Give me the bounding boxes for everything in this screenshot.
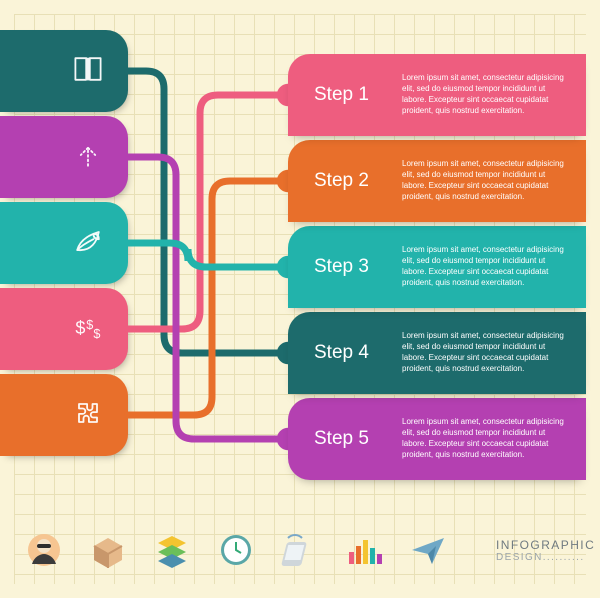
step-title: Step 1 [314,84,402,106]
left-node-5 [0,374,128,456]
step-body: Lorem ipsum sit amet, consectetur adipis… [402,417,564,460]
box-icon [88,528,128,572]
step-bar-2: Step 2Lorem ipsum sit amet, consectetur … [288,140,586,222]
avatar-icon [24,528,64,572]
left-node-1 [0,30,128,112]
footer: INFOGRAPHICDESIGN.......... [14,508,586,584]
brand-title: INFOGRAPHIC [496,538,595,552]
step-title: Step 2 [314,170,402,192]
step-title: Step 3 [314,256,402,278]
step-body: Lorem ipsum sit amet, consectetur adipis… [402,159,564,202]
book-icon [70,51,106,92]
arrow-icon [70,137,106,178]
step-bar-3: Step 3Lorem ipsum sit amet, consectetur … [288,226,586,308]
step-body: Lorem ipsum sit amet, consectetur adipis… [402,331,564,374]
left-node-3 [0,202,128,284]
step-body: Lorem ipsum sit amet, consectetur adipis… [402,73,564,116]
dollar-icon: $$$ [70,309,106,350]
svg-text:$: $ [93,326,100,340]
puzzle-icon [70,395,106,436]
plane-icon [408,528,448,572]
step-body: Lorem ipsum sit amet, consectetur adipis… [402,245,564,288]
bars-icon [344,528,384,572]
infographic-canvas: $$$Step 1Lorem ipsum sit amet, consectet… [0,0,600,598]
step-title: Step 4 [314,342,402,364]
step-bar-1: Step 1Lorem ipsum sit amet, consectetur … [288,54,586,136]
svg-text:$: $ [86,317,93,331]
leaf-icon [70,223,106,264]
step-title: Step 5 [314,428,402,450]
brand-label: INFOGRAPHICDESIGN.......... [496,538,595,563]
phone-icon [280,528,320,572]
left-node-2 [0,116,128,198]
step-bar-5: Step 5Lorem ipsum sit amet, consectetur … [288,398,586,480]
svg-text:$: $ [75,318,85,338]
left-node-4: $$$ [0,288,128,370]
clock-icon [216,528,256,572]
layers-icon [152,528,192,572]
step-bar-4: Step 4Lorem ipsum sit amet, consectetur … [288,312,586,394]
brand-sub: DESIGN.......... [496,552,595,563]
